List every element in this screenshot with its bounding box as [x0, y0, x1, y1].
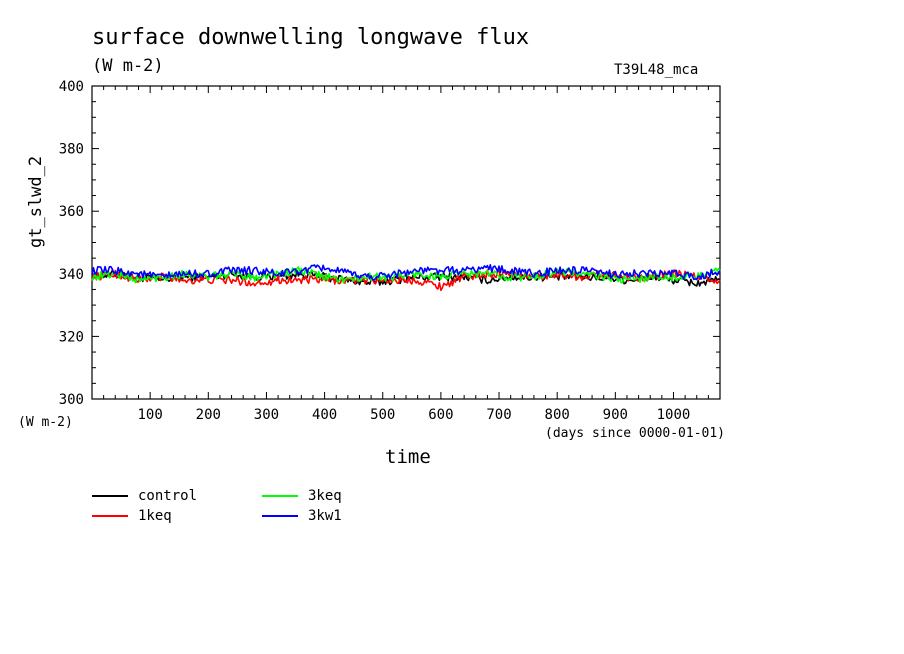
y-tick-label: 400	[59, 79, 84, 95]
legend-swatch	[92, 515, 128, 517]
x-axis-label: time	[385, 446, 431, 468]
x-tick-label: 800	[545, 407, 570, 423]
x-tick-label: 900	[603, 407, 628, 423]
y-tick-label: 300	[59, 392, 84, 408]
x-tick-label: 500	[370, 407, 395, 423]
legend-swatch	[262, 515, 298, 517]
x-tick-label: 1000	[657, 407, 691, 423]
x-tick-label: 400	[312, 407, 337, 423]
y-tick-label: 380	[59, 142, 84, 158]
y-axis-label: gt_slwd_2	[26, 155, 46, 248]
plot-border	[91, 85, 721, 400]
legend-swatch	[262, 495, 298, 497]
legend-label: 3kw1	[308, 508, 342, 524]
plot-frame	[91, 85, 721, 400]
series-line-1keq	[91, 269, 721, 292]
x-tick-label: 200	[196, 407, 221, 423]
y-tick-label: 340	[59, 267, 84, 283]
legend-label: 3keq	[308, 488, 342, 504]
chart-title: surface downwelling longwave flux	[92, 25, 530, 50]
x-tick-label: 700	[486, 407, 511, 423]
x-axis-units: (days since 0000-01-01)	[545, 426, 726, 441]
series-line-3kw1	[91, 263, 721, 281]
y-ticks: 300 320 340 360 380 400	[59, 79, 720, 408]
x-ticks: 100 200 300 400 500 600 700 800 900 1000	[103, 86, 709, 423]
legend-swatch	[92, 495, 128, 497]
series-lines	[91, 263, 721, 292]
y-axis-units: (W m-2)	[18, 415, 73, 430]
x-tick-label: 100	[137, 407, 162, 423]
run-id: T39L48_mca	[614, 62, 699, 78]
y-tick-label: 360	[59, 204, 84, 220]
x-tick-label: 300	[254, 407, 279, 423]
chart-units: (W m-2)	[92, 56, 164, 76]
legend-label: control	[138, 488, 198, 504]
y-tick-label: 320	[59, 329, 84, 345]
legend-label: 1keq	[138, 508, 172, 524]
x-tick-label: 600	[428, 407, 453, 423]
